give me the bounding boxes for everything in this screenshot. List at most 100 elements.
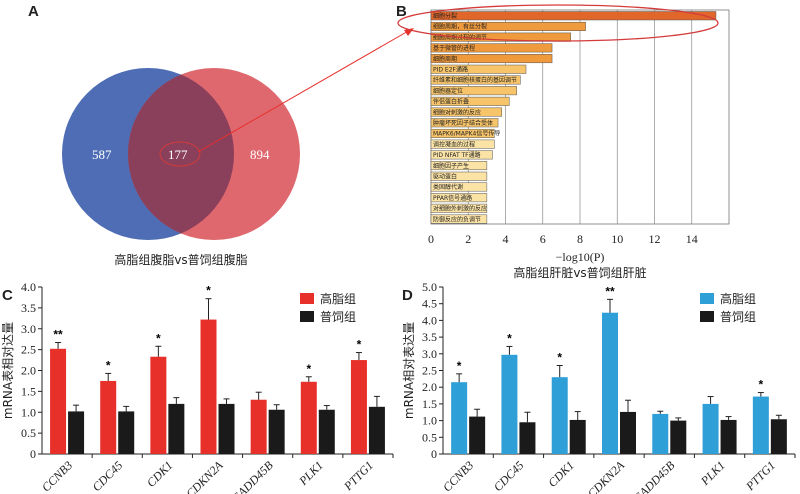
enrichment-bar <box>430 214 488 224</box>
term-label: 细胞周期，有丝分裂 <box>433 23 487 31</box>
gene-label: PLK1 <box>697 458 727 488</box>
bar-control <box>469 416 486 454</box>
significance-mark: * <box>557 350 562 364</box>
y-tick-label: 4.0 <box>21 280 36 294</box>
enrichment-bar <box>430 139 495 149</box>
x-tick-label: 4 <box>503 232 509 246</box>
significance-mark: * <box>106 358 111 372</box>
x-tick-label: 14 <box>686 232 698 246</box>
term-label: MAPK6/MAPK4信号传导 <box>433 130 500 138</box>
enrichment-bar <box>430 75 521 85</box>
legend-label: 普饲组 <box>320 310 356 324</box>
term-label: 细胞分裂 <box>433 12 457 20</box>
gene-label: PLK1 <box>295 458 325 488</box>
y-tick-label: 4.5 <box>422 297 437 311</box>
legend-label: 高脂组 <box>720 291 756 306</box>
gene-label: CDKN2A <box>585 458 628 494</box>
y-tick-label: 5.0 <box>422 280 437 294</box>
significance-mark: * <box>357 338 362 352</box>
bar-hfd <box>602 312 618 454</box>
enrichment-bar <box>430 171 488 181</box>
significance-mark: * <box>206 284 211 298</box>
enrichment-bar <box>430 11 717 21</box>
link-arrow <box>197 29 411 153</box>
y-tick-label: 4.0 <box>422 313 437 327</box>
bar-hfd <box>652 413 669 454</box>
y-axis-label: mRNA表相对达量 <box>1 322 15 419</box>
bar-control <box>68 411 85 454</box>
bar-control <box>670 420 687 454</box>
gene-label: CCNB3 <box>39 458 75 494</box>
bar-control <box>268 409 285 454</box>
y-tick-label: 2.0 <box>422 380 437 394</box>
y-tick-label: 3.5 <box>21 301 36 315</box>
venn-left-count: 587 <box>92 147 112 162</box>
term-label: PPAR信号通路 <box>433 194 472 202</box>
significance-mark: * <box>156 331 161 345</box>
significance-mark: * <box>457 359 462 373</box>
gene-label: CCNB3 <box>440 458 476 494</box>
term-label: 对细胞外刺激的反应 <box>433 205 487 213</box>
term-label: 纤维素和细胞核蛋白的基因调节 <box>433 76 517 84</box>
enrichment-bar <box>430 96 510 106</box>
x-tick-label: 6 <box>540 232 546 246</box>
term-label: 细胞周期 <box>433 55 457 63</box>
y-axis-label: mRNA相对表达量 <box>402 322 416 419</box>
bar-hfd <box>300 381 317 454</box>
term-label: PID E2F通路 <box>433 66 468 74</box>
enrichment-bar <box>430 150 493 160</box>
significance-mark: ** <box>605 284 615 298</box>
enrichment-bar <box>430 107 503 117</box>
term-label: 细胞因子产生 <box>433 162 469 170</box>
y-tick-label: 3.0 <box>21 322 36 336</box>
venn-right-count: 894 <box>250 147 270 162</box>
enrichment-bar <box>430 43 553 53</box>
bar-hfd <box>100 380 117 454</box>
gene-label: PTTG1 <box>340 458 376 494</box>
bar-hfd <box>250 399 267 454</box>
bar-control <box>368 406 385 454</box>
term-label: 调控凝血的过程 <box>433 140 475 148</box>
y-tick-label: 1.5 <box>21 384 36 398</box>
panel-label-c: C <box>2 287 13 304</box>
enrichment-bar <box>430 86 517 96</box>
y-tick-label: 2.5 <box>21 343 36 357</box>
bar-hfd <box>150 356 167 454</box>
term-label: 伴侣蛋白折叠 <box>433 98 469 106</box>
x-axis-label: −log10(P) <box>556 250 605 264</box>
gene-label: GADD45B <box>630 458 678 494</box>
legend-label: 高脂组 <box>320 291 356 306</box>
bar-control <box>620 411 636 454</box>
bar-hfd <box>451 382 468 454</box>
bar-control <box>118 411 135 454</box>
enrichment-bar <box>430 32 571 42</box>
x-tick-label: 12 <box>649 232 661 246</box>
y-tick-label: 1.0 <box>21 405 36 419</box>
bar-control <box>318 409 335 454</box>
legend-swatch <box>300 293 314 304</box>
panel-label-a: A <box>28 3 39 20</box>
enrichment-chart: 0 2 4 6 8 10 12 14细胞分裂细胞周期，有丝分裂细胞周期过程的调节基于微管的进程… <box>428 9 730 280</box>
x-tick-label: 8 <box>577 232 583 246</box>
bar-hfd <box>551 377 568 454</box>
significance-mark: * <box>507 331 512 345</box>
panel-label-d: D <box>402 287 413 304</box>
y-tick-label: 3.5 <box>422 330 437 344</box>
gene-label: CDC45 <box>89 458 125 494</box>
legend-swatch <box>700 311 714 322</box>
term-label: 驱动蛋白 <box>433 173 457 181</box>
bar-control <box>218 403 235 454</box>
enrichment-bar <box>430 21 586 31</box>
y-tick-label: 0.5 <box>422 430 437 444</box>
bar-hfd <box>752 396 769 454</box>
venn-caption: 高脂组腹脂vs普饲组腹脂 <box>114 252 247 267</box>
venn-overlap <box>128 68 234 240</box>
bar-control <box>519 422 536 454</box>
bar-hfd <box>501 354 518 454</box>
x-tick-label: 10 <box>611 232 623 246</box>
bar-hfd <box>200 319 217 454</box>
enrichment-bar <box>430 118 499 128</box>
gene-label: CDKN2A <box>183 458 226 494</box>
